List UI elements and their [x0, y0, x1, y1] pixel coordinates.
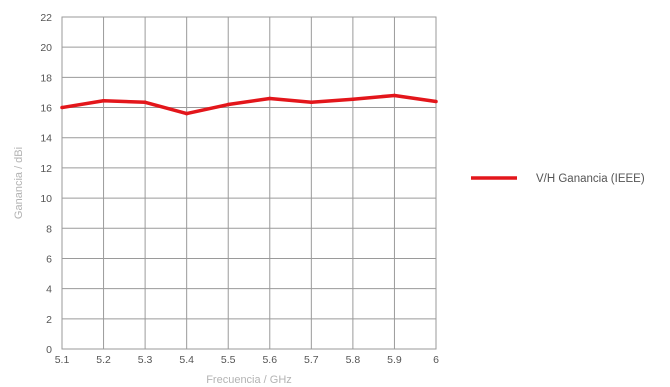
- y-tick-label: 0: [46, 344, 52, 356]
- data-point: [101, 99, 106, 103]
- y-tick-label: 22: [40, 12, 52, 24]
- data-point: [143, 100, 147, 105]
- x-tick-label: 5.5: [221, 354, 236, 366]
- data-point: [351, 97, 355, 101]
- y-tick-label: 2: [46, 314, 52, 326]
- y-tick-label: 8: [46, 223, 52, 235]
- y-axis-ticks: 0 2 4 6 8 10 12 14 16 18 20 22: [40, 12, 52, 356]
- data-point: [226, 102, 230, 107]
- y-tick-label: 6: [46, 253, 52, 265]
- y-tick-label: 20: [40, 42, 52, 54]
- y-tick-label: 4: [46, 284, 52, 296]
- y-tick-label: 12: [40, 163, 52, 175]
- data-point: [392, 93, 397, 98]
- data-point: [60, 105, 64, 110]
- y-axis-title: Ganancia / dBi: [13, 147, 25, 219]
- data-point: [268, 96, 272, 101]
- x-tick-label: 6: [433, 354, 439, 366]
- x-tick-label: 5.7: [304, 354, 319, 366]
- x-tick-label: 5.9: [387, 354, 402, 366]
- y-tick-label: 18: [40, 72, 52, 84]
- y-tick-label: 10: [40, 193, 52, 205]
- data-point: [184, 111, 189, 116]
- plot-frame: [61, 16, 437, 350]
- data-point: [309, 100, 314, 105]
- x-axis-ticks: 5.1 5.2 5.3 5.4 5.5 5.6 5.7 5.8 5.9 6: [55, 354, 439, 366]
- x-tick-label: 5.3: [138, 354, 153, 366]
- x-tick-label: 5.8: [346, 354, 361, 366]
- x-tick-label: 5.1: [55, 354, 70, 366]
- series-layer: [60, 93, 438, 116]
- legend: V/H Ganancia (IEEE): [471, 173, 645, 185]
- x-axis-title: Frecuencia / GHz: [206, 374, 292, 386]
- y-tick-label: 14: [40, 133, 52, 145]
- legend-label: V/H Ganancia (IEEE): [536, 173, 645, 185]
- y-tick-label: 16: [40, 103, 52, 115]
- series-line: [61, 93, 437, 116]
- x-tick-label: 5.4: [179, 354, 194, 366]
- x-tick-label: 5.6: [262, 354, 277, 366]
- grid-lines: [62, 17, 436, 349]
- data-point: [434, 99, 438, 104]
- x-tick-label: 5.2: [96, 354, 111, 366]
